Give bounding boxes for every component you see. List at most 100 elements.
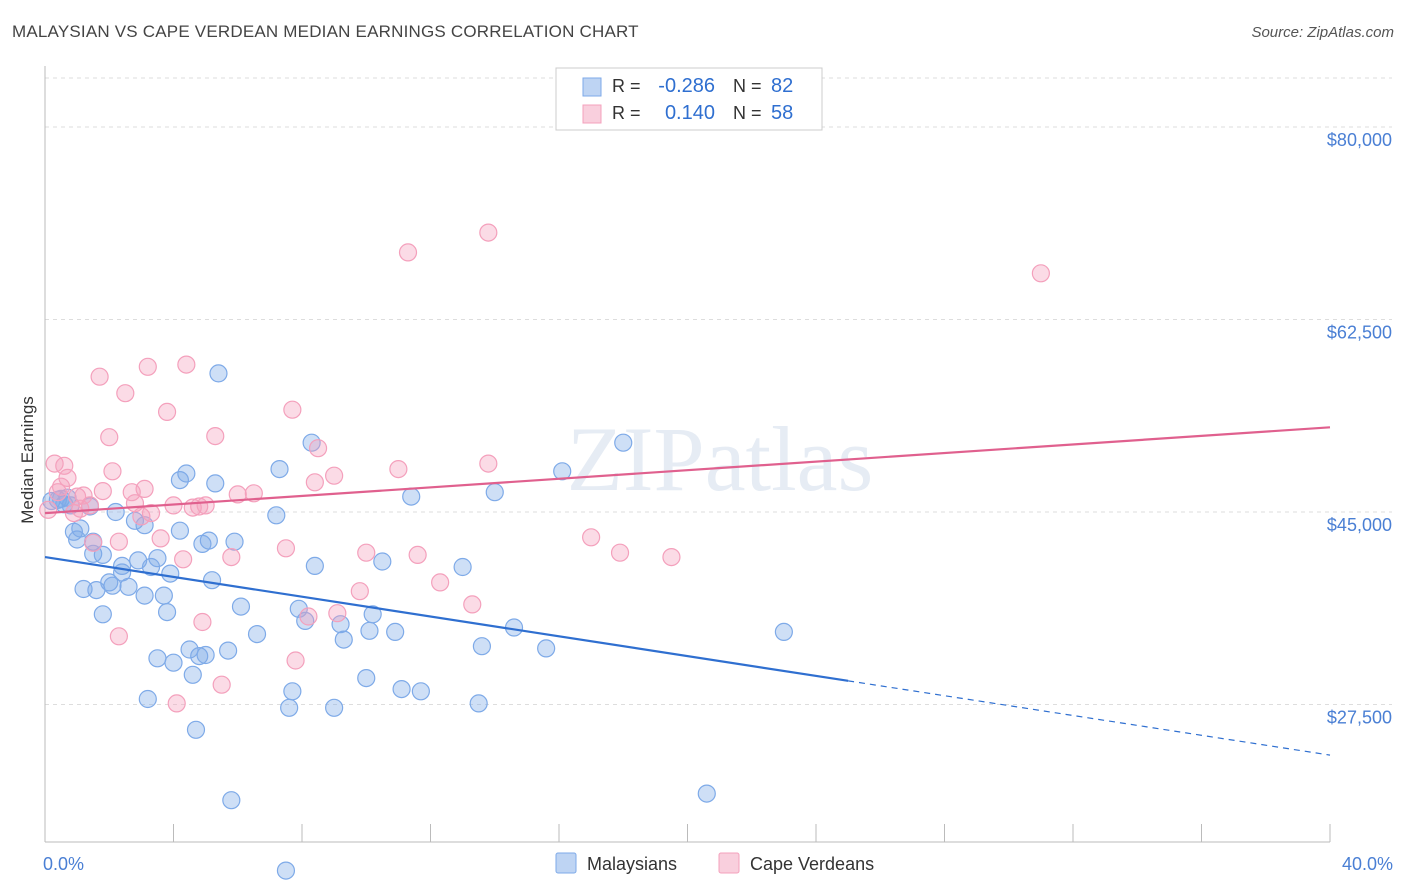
cape-verdean-point — [109, 532, 128, 551]
cape-verdean-point — [357, 543, 376, 562]
legend-swatch — [555, 852, 577, 874]
malaysian-point — [93, 545, 112, 565]
cape-verdean-point — [157, 402, 177, 421]
cape-verdean-point — [109, 627, 128, 646]
cape-verdean-point — [48, 483, 67, 502]
cape-verdean-point — [479, 454, 498, 473]
y-tick-label: $62,500 — [1327, 323, 1392, 343]
cape-verdean-point — [582, 528, 601, 547]
cape-verdean-point — [84, 533, 103, 552]
x-tick-label: 40.0% — [1342, 854, 1393, 874]
malaysian-point — [148, 549, 167, 568]
cape-verdean-point — [662, 547, 681, 567]
malaysian-point — [453, 557, 472, 577]
malaysian-point — [148, 649, 167, 668]
axis-labels: $27,500 $45,000 $62,500 $80,000 0.0% 40.0% Med… — [18, 130, 1393, 874]
malaysian-point — [74, 579, 93, 599]
malaysian-point — [386, 622, 405, 642]
malaysian-trend-extension — [848, 680, 1331, 756]
malaysian-point — [472, 637, 491, 656]
stats-swatch — [582, 104, 602, 124]
source-credit: Source: ZipAtlas.com — [1251, 24, 1394, 41]
stats-legend: R = -0.286 N = 82 R = 0.140 N = 58 — [555, 67, 823, 131]
malaysian-point — [373, 552, 392, 571]
legend-swatch — [718, 852, 740, 874]
y-tick-label: $45,000 — [1327, 515, 1392, 535]
malaysian-point — [357, 668, 376, 688]
malaysian-point — [206, 474, 225, 493]
cape-verdean-point — [100, 428, 119, 447]
malaysian-point — [112, 556, 132, 576]
cape-verdean-point — [350, 582, 369, 601]
malaysian-point — [225, 532, 244, 551]
malaysian-point — [106, 502, 125, 522]
cape-verdean-point — [141, 503, 161, 523]
cape-verdean-point — [212, 675, 231, 694]
cape-verdean-trend-line — [44, 426, 1331, 515]
malaysian-point — [553, 462, 572, 481]
cape-verdean-point — [479, 223, 498, 242]
malaysian-point — [697, 784, 716, 803]
cape-verdean-point — [308, 439, 328, 458]
cape-verdean-point — [167, 694, 186, 713]
cape-verdean-point — [74, 486, 93, 505]
malaysian-point — [402, 487, 421, 506]
malaysian-point — [138, 689, 157, 709]
malaysian-point — [202, 571, 222, 590]
cape-verdean-point — [463, 595, 482, 614]
cape-verdean-point — [93, 482, 112, 501]
malaysian-point — [157, 602, 177, 622]
malaysian-point — [774, 622, 793, 642]
watermark: ZIPatlas — [567, 408, 874, 510]
cape-verdean-point — [116, 384, 135, 403]
cape-verdean-point — [135, 479, 154, 498]
malaysian-point — [183, 665, 202, 684]
malaysian-point — [334, 630, 353, 649]
cape-verdean-point — [1031, 264, 1050, 283]
y-tick-label: $80,000 — [1327, 130, 1392, 150]
malaysian-point — [186, 720, 206, 739]
cape-verdean-point — [431, 573, 450, 592]
malaysian-point — [231, 597, 251, 616]
cape-verdean-point — [244, 484, 263, 503]
chart-title: MALAYSIAN VS CAPE VERDEAN MEDIAN EARNING… — [12, 22, 639, 41]
trend-lines — [44, 426, 1331, 756]
cape-verdean-point — [103, 462, 122, 481]
cape-verdean-point — [325, 466, 344, 485]
malaysian-point — [305, 556, 324, 576]
malaysian-point — [267, 506, 286, 525]
malaysian-point — [392, 679, 411, 699]
x-tick-label: 0.0% — [43, 854, 84, 874]
cape-verdean-point — [196, 496, 215, 515]
malaysian-point — [247, 624, 267, 644]
cape-verdean-point — [151, 529, 170, 548]
cape-verdean-point — [283, 400, 302, 419]
cape-verdean-point — [286, 651, 305, 670]
malaysian-point — [119, 577, 138, 596]
malaysian-point — [283, 682, 302, 701]
malaysian-trend-line — [44, 556, 849, 682]
cape-verdean-point — [398, 243, 418, 262]
malaysian-point — [93, 605, 112, 624]
malaysian-point — [180, 640, 199, 659]
series-legend: Malaysians Cape Verdeans — [555, 852, 874, 874]
malaysian-point — [164, 653, 183, 672]
r-value: -0.286 — [658, 75, 715, 97]
malaysian-point — [469, 694, 488, 713]
malaysian-point — [170, 471, 190, 490]
malaysian-point — [537, 639, 556, 658]
cape-verdean-point — [193, 612, 212, 632]
malaysian-point — [363, 605, 382, 624]
cape-verdean-point — [389, 460, 408, 479]
malaysian-point — [103, 576, 122, 595]
cape-verdean-point — [610, 543, 630, 562]
malaysian-point — [325, 698, 344, 717]
malaysian-point — [170, 521, 190, 540]
y-tick-label: $27,500 — [1327, 708, 1392, 728]
cape-verdean-point — [206, 427, 225, 446]
malaysian-point — [71, 519, 90, 538]
cape-verdean-point — [276, 539, 296, 558]
legend-label: Malaysians — [587, 854, 677, 874]
cape-verdean-point — [177, 355, 196, 374]
r-label: R = — [612, 103, 641, 123]
